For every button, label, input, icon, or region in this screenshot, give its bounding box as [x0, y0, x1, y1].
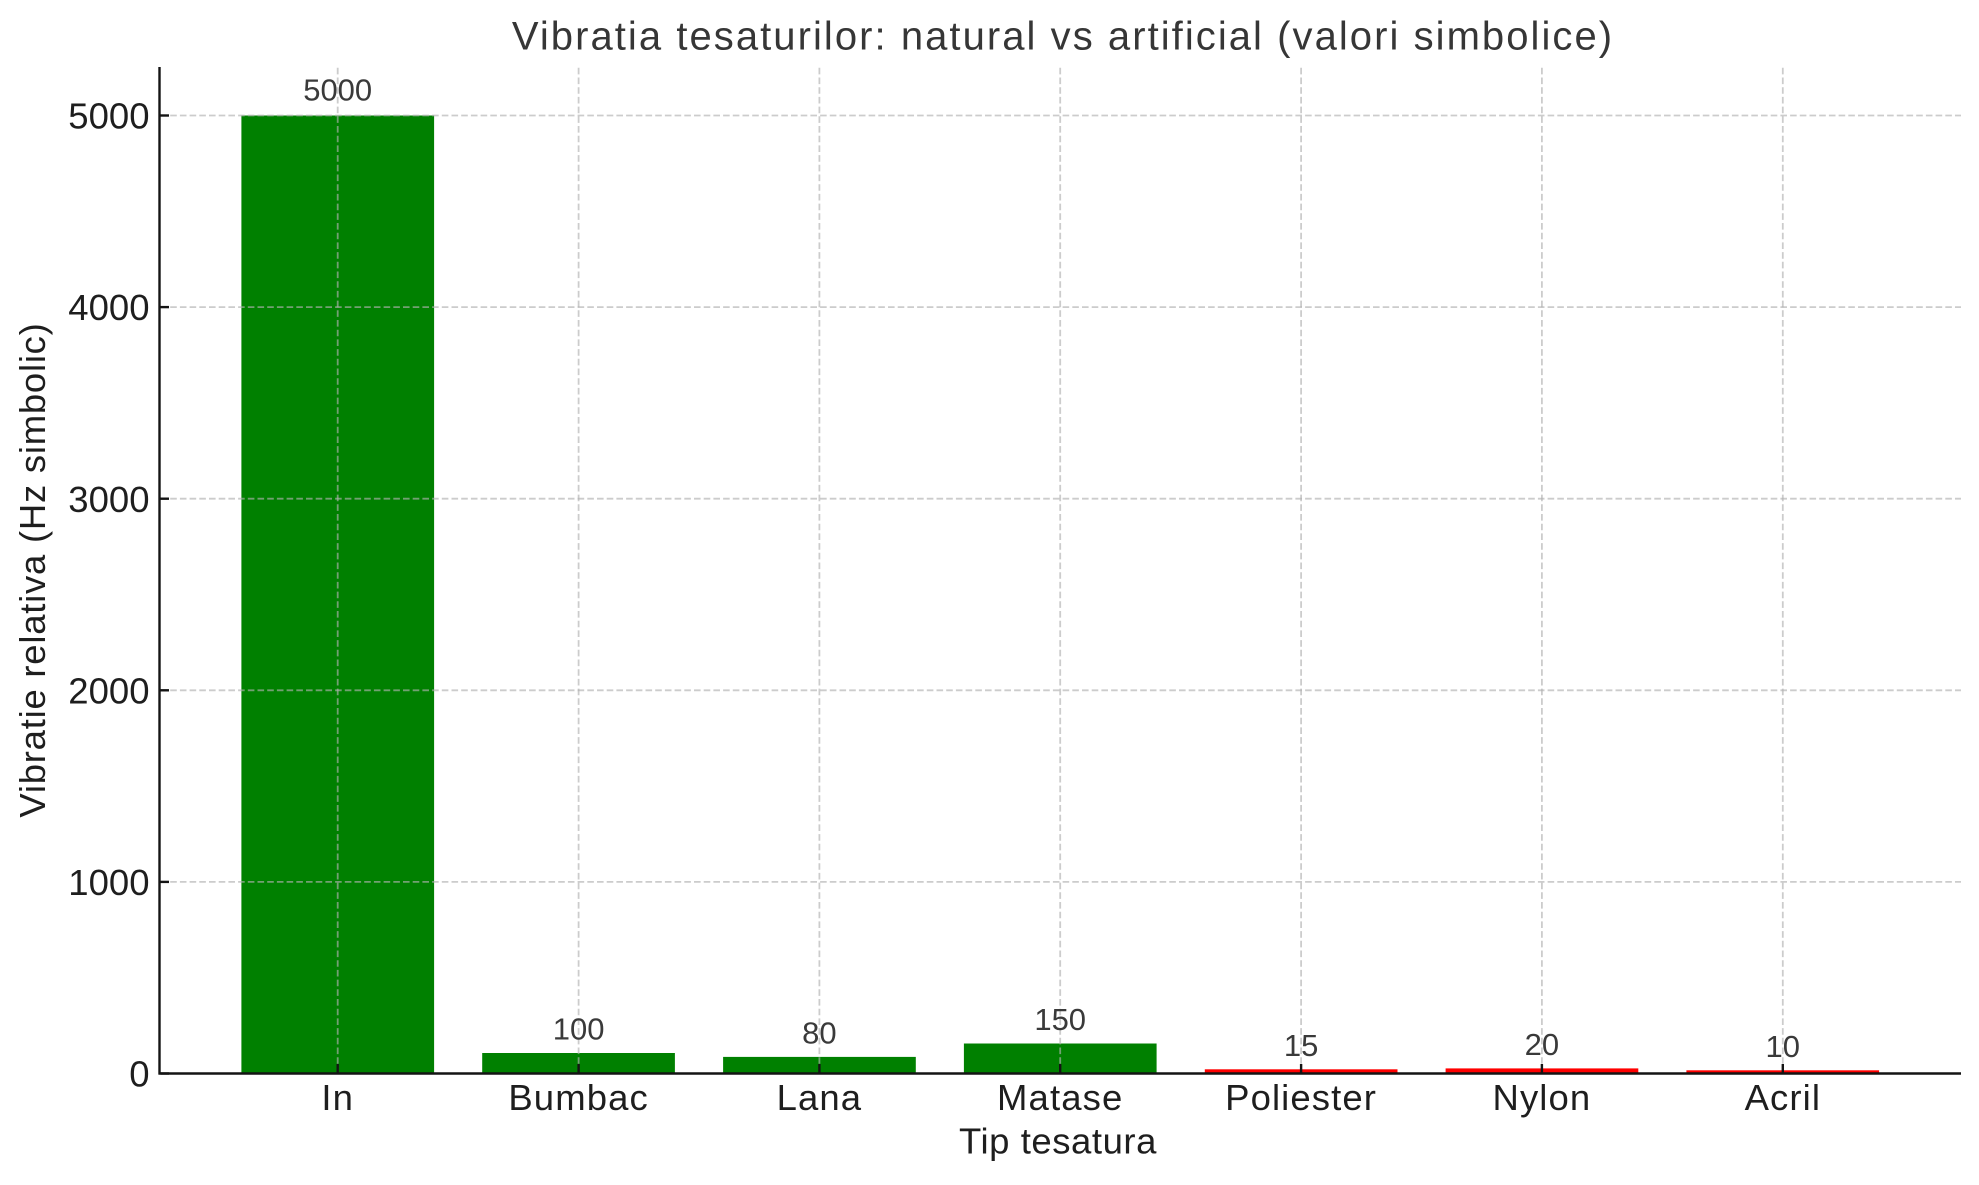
svg-text:15: 15	[1284, 1028, 1318, 1063]
svg-text:Lana: Lana	[777, 1077, 863, 1118]
svg-text:4000: 4000	[68, 287, 149, 328]
svg-text:100: 100	[553, 1012, 605, 1047]
svg-text:Matase: Matase	[997, 1077, 1123, 1118]
svg-text:80: 80	[802, 1015, 836, 1050]
svg-text:Nylon: Nylon	[1492, 1077, 1591, 1118]
svg-text:3000: 3000	[68, 479, 149, 520]
svg-text:10: 10	[1766, 1029, 1800, 1064]
svg-text:150: 150	[1034, 1002, 1086, 1037]
svg-text:0: 0	[129, 1054, 149, 1095]
svg-text:Tip tesatura: Tip tesatura	[959, 1120, 1157, 1161]
svg-text:Vibratie relativa (Hz simbolic: Vibratie relativa (Hz simbolic)	[12, 322, 53, 817]
svg-text:5000: 5000	[303, 73, 372, 108]
svg-text:In: In	[321, 1077, 354, 1118]
svg-text:20: 20	[1525, 1027, 1559, 1062]
svg-text:Acril: Acril	[1745, 1077, 1821, 1118]
svg-text:Poliester: Poliester	[1225, 1077, 1377, 1118]
svg-text:5000: 5000	[68, 96, 149, 137]
svg-text:Bumbac: Bumbac	[508, 1077, 649, 1118]
svg-text:1000: 1000	[68, 862, 149, 903]
svg-text:Vibratia tesaturilor: natural: Vibratia tesaturilor: natural vs artific…	[512, 15, 1614, 59]
svg-text:2000: 2000	[68, 670, 149, 711]
